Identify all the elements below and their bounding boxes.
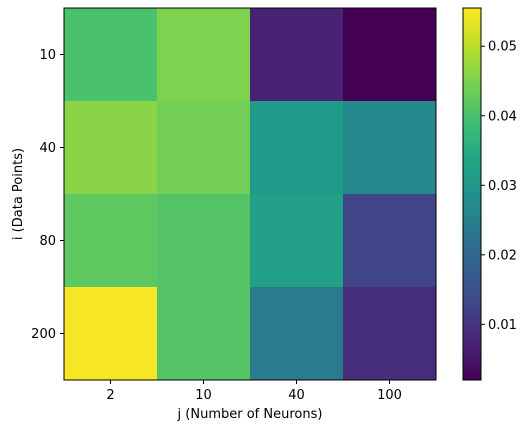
heatmap-cell — [250, 101, 344, 195]
colorbar-tick-label: 0.01 — [488, 318, 517, 333]
colorbar-gradient — [463, 8, 481, 380]
colorbar: 0.01 0.02 0.03 0.04 0.05 — [462, 7, 517, 381]
colorbar-tick-label: 0.04 — [488, 109, 517, 124]
y-axis-label: i (Data Points) — [11, 148, 26, 240]
plot-frame — [63, 7, 437, 381]
heatmap-cell — [64, 194, 158, 288]
heatmap-cell — [64, 101, 158, 195]
heatmap-cell — [250, 8, 344, 102]
x-tick-label: 2 — [106, 388, 114, 403]
heatmap-cells — [64, 8, 437, 381]
heatmap-cell — [343, 194, 437, 288]
x-tick-label: 10 — [195, 388, 212, 403]
x-axis: 2 10 40 100 — [106, 380, 402, 403]
y-tick-label: 40 — [39, 141, 56, 156]
y-tick-label: 80 — [39, 234, 56, 249]
heatmap-cell — [250, 287, 344, 381]
colorbar-ticks: 0.01 0.02 0.03 0.04 0.05 — [481, 40, 517, 333]
heatmap-cell — [64, 287, 158, 381]
colorbar-tick-label: 0.03 — [488, 179, 517, 194]
heatmap-cell — [250, 194, 344, 288]
heatmap-cell — [157, 287, 251, 381]
heatmap-cell — [157, 194, 251, 288]
heatmap-cell — [343, 8, 437, 102]
heatmap-cell — [157, 101, 251, 195]
heatmap-cell — [157, 8, 251, 102]
x-tick-label: 40 — [288, 388, 305, 403]
heatmap-cell — [64, 8, 158, 102]
colorbar-tick-label: 0.02 — [488, 248, 517, 263]
x-axis-label: j (Number of Neurons) — [177, 407, 323, 422]
colorbar-tick-label: 0.05 — [488, 40, 517, 55]
y-tick-label: 10 — [39, 48, 56, 63]
x-tick-label: 100 — [377, 388, 402, 403]
y-axis: 10 40 80 200 — [31, 48, 64, 342]
heatmap-cell — [343, 287, 437, 381]
colorbar-frame — [462, 7, 482, 381]
y-tick-label: 200 — [31, 327, 56, 342]
heatmap-cell — [343, 101, 437, 195]
